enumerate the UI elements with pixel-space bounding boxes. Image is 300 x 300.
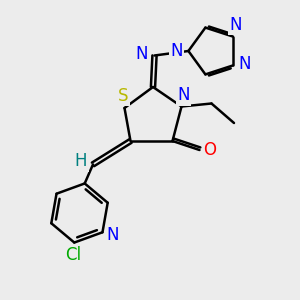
Text: S: S — [118, 87, 128, 105]
Text: Cl: Cl — [65, 246, 81, 264]
Text: N: N — [178, 86, 190, 104]
Text: N: N — [230, 16, 242, 34]
Text: N: N — [107, 226, 119, 244]
Text: O: O — [203, 141, 217, 159]
Text: N: N — [239, 55, 251, 73]
Text: N: N — [170, 42, 183, 60]
Text: H: H — [75, 152, 87, 170]
Text: N: N — [136, 45, 148, 63]
